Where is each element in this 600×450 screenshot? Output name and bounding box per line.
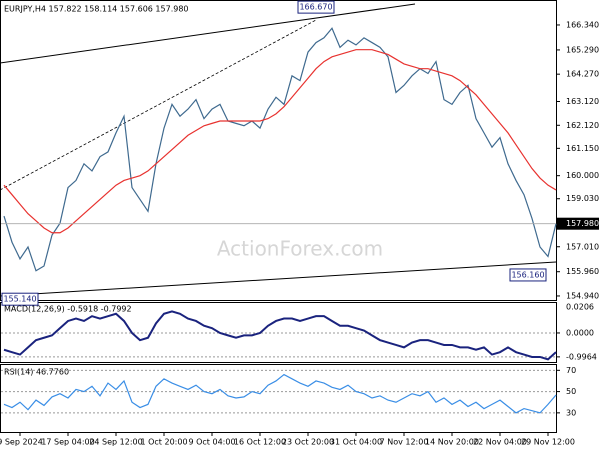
- rsi-title: RSI(14) 46.7760: [4, 368, 69, 377]
- y-tick-label: 50: [566, 387, 576, 396]
- y-tick-label: 0.0000: [566, 328, 594, 337]
- annotation-label: 166.670: [299, 3, 332, 12]
- x-tick-label: 29 Nov 12:00: [521, 438, 575, 447]
- x-tick-label: 31 Oct 04:00: [330, 438, 382, 447]
- series-line: [3, 27, 557, 272]
- annotation-label: 155.140: [3, 295, 36, 304]
- last-price-label: 157.980: [566, 219, 599, 228]
- y-tick-label: 161.150: [566, 144, 599, 153]
- annotation-label: 156.160: [511, 270, 544, 279]
- y-tick-label: 154.940: [566, 291, 599, 300]
- y-tick-label: 70: [566, 366, 576, 375]
- y-tick-label: 159.030: [566, 194, 599, 203]
- y-tick-label: 155.960: [566, 267, 599, 276]
- macd-title: MACD(12,26,9) -0.5918 -0.7992: [4, 305, 132, 314]
- price-panel: [0, 0, 557, 301]
- channel-upper: [0, 3, 416, 64]
- last-price-box: [557, 217, 599, 230]
- x-tick-label: 14 Nov 20:00: [425, 438, 479, 447]
- annotation-box: [1, 292, 39, 306]
- x-tick-label: 24 Sep 12:00: [89, 438, 142, 447]
- y-tick-label: 164.270: [566, 70, 599, 79]
- annotation-box: [509, 268, 547, 282]
- x-tick-label: 7 Nov 12:00: [380, 438, 429, 447]
- series-line: [3, 373, 557, 414]
- annotation-box: [297, 0, 335, 14]
- x-tick-label: 16 Oct 12:00: [234, 438, 286, 447]
- x-tick-label: 23 Oct 20:00: [282, 438, 334, 447]
- x-tick-label: 17 Sep 04:00: [41, 438, 94, 447]
- y-tick-label: 157.010: [566, 242, 599, 251]
- series-line: [3, 310, 557, 361]
- channel-lower: [0, 261, 557, 297]
- y-tick-label: 163.120: [566, 97, 599, 106]
- y-tick-label: 30: [566, 408, 576, 417]
- watermark: ActionForex.com: [217, 237, 383, 261]
- y-tick-label: -0.9964: [566, 352, 597, 361]
- y-tick-label: 166.340: [566, 20, 599, 29]
- y-tick-label: 165.290: [566, 45, 599, 54]
- price-title: EURJPY,H4 157.822 158.114 157.606 157.98…: [4, 5, 189, 14]
- x-tick-label: 9 Sep 2024: [0, 438, 43, 447]
- y-tick-label: 162.120: [566, 121, 599, 130]
- macd-max-label: 0.0206: [566, 303, 594, 312]
- rsi-panel: [0, 364, 557, 433]
- x-tick-label: 1 Oct 20:00: [140, 438, 187, 447]
- series-line: [3, 49, 557, 234]
- y-tick-label: 160.000: [566, 171, 599, 180]
- x-tick-label: 9 Oct 04:00: [188, 438, 235, 447]
- x-tick-label: 22 Nov 04:00: [473, 438, 527, 447]
